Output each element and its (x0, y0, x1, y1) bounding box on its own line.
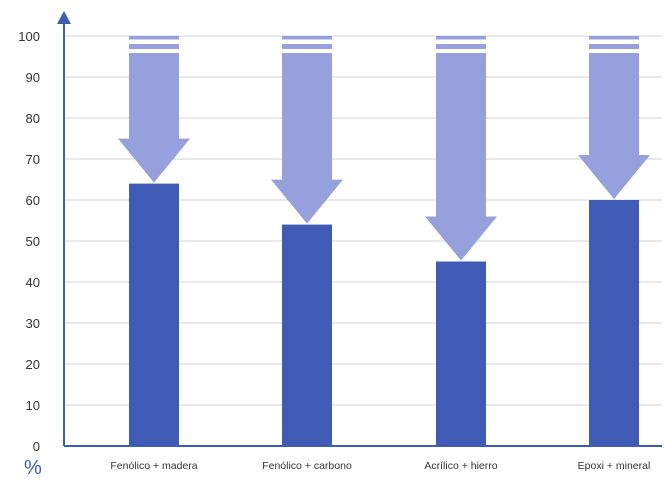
arrow (578, 36, 650, 199)
axes (57, 11, 662, 447)
y-tick-label: 40 (26, 275, 40, 290)
y-tick-label: 70 (26, 152, 40, 167)
y-tick-labels: 0 10 20 30 40 50 60 70 80 90 100 (18, 29, 40, 454)
x-category-labels: Fenólico + madera Fenólico + carbono Acríl… (110, 460, 650, 472)
arrow-stripe (282, 36, 332, 40)
arrow-body (578, 53, 650, 199)
arrow (271, 36, 343, 224)
arrow (118, 36, 190, 183)
bar (589, 200, 639, 446)
arrow-stripe (436, 36, 486, 40)
bar (129, 183, 179, 446)
arrow-stripe (436, 44, 486, 49)
arrow-stripe (589, 36, 639, 40)
y-tick-label: 100 (18, 29, 40, 44)
x-category-label: Fenólico + madera (110, 460, 197, 472)
arrow-stripe (282, 44, 332, 49)
arrow-body (118, 53, 190, 183)
arrow-stripe (129, 36, 179, 40)
arrow-body (425, 53, 497, 261)
y-tick-label: 10 (26, 398, 40, 413)
y-tick-label: 60 (26, 193, 40, 208)
bar (282, 224, 332, 446)
arrow-body (271, 53, 343, 224)
y-tick-label: 20 (26, 357, 40, 372)
arrow-stripe (589, 44, 639, 49)
bar (436, 261, 486, 446)
y-tick-label: 50 (26, 234, 40, 249)
y-tick-label: 80 (26, 111, 40, 126)
x-category-label: Fenólico + carbono (262, 460, 352, 472)
bars (129, 183, 639, 446)
reduction-arrows (118, 36, 650, 261)
y-tick-label: 0 (33, 439, 40, 454)
arrow-stripe (129, 44, 179, 49)
x-category-label: Acrílico + hierro (424, 460, 497, 472)
y-unit-label: % (24, 457, 42, 479)
y-axis-arrowhead (57, 11, 71, 24)
y-tick-label: 30 (26, 316, 40, 331)
arrow (425, 36, 497, 261)
x-category-label: Epoxi + mineral (578, 460, 651, 472)
y-tick-label: 90 (26, 70, 40, 85)
